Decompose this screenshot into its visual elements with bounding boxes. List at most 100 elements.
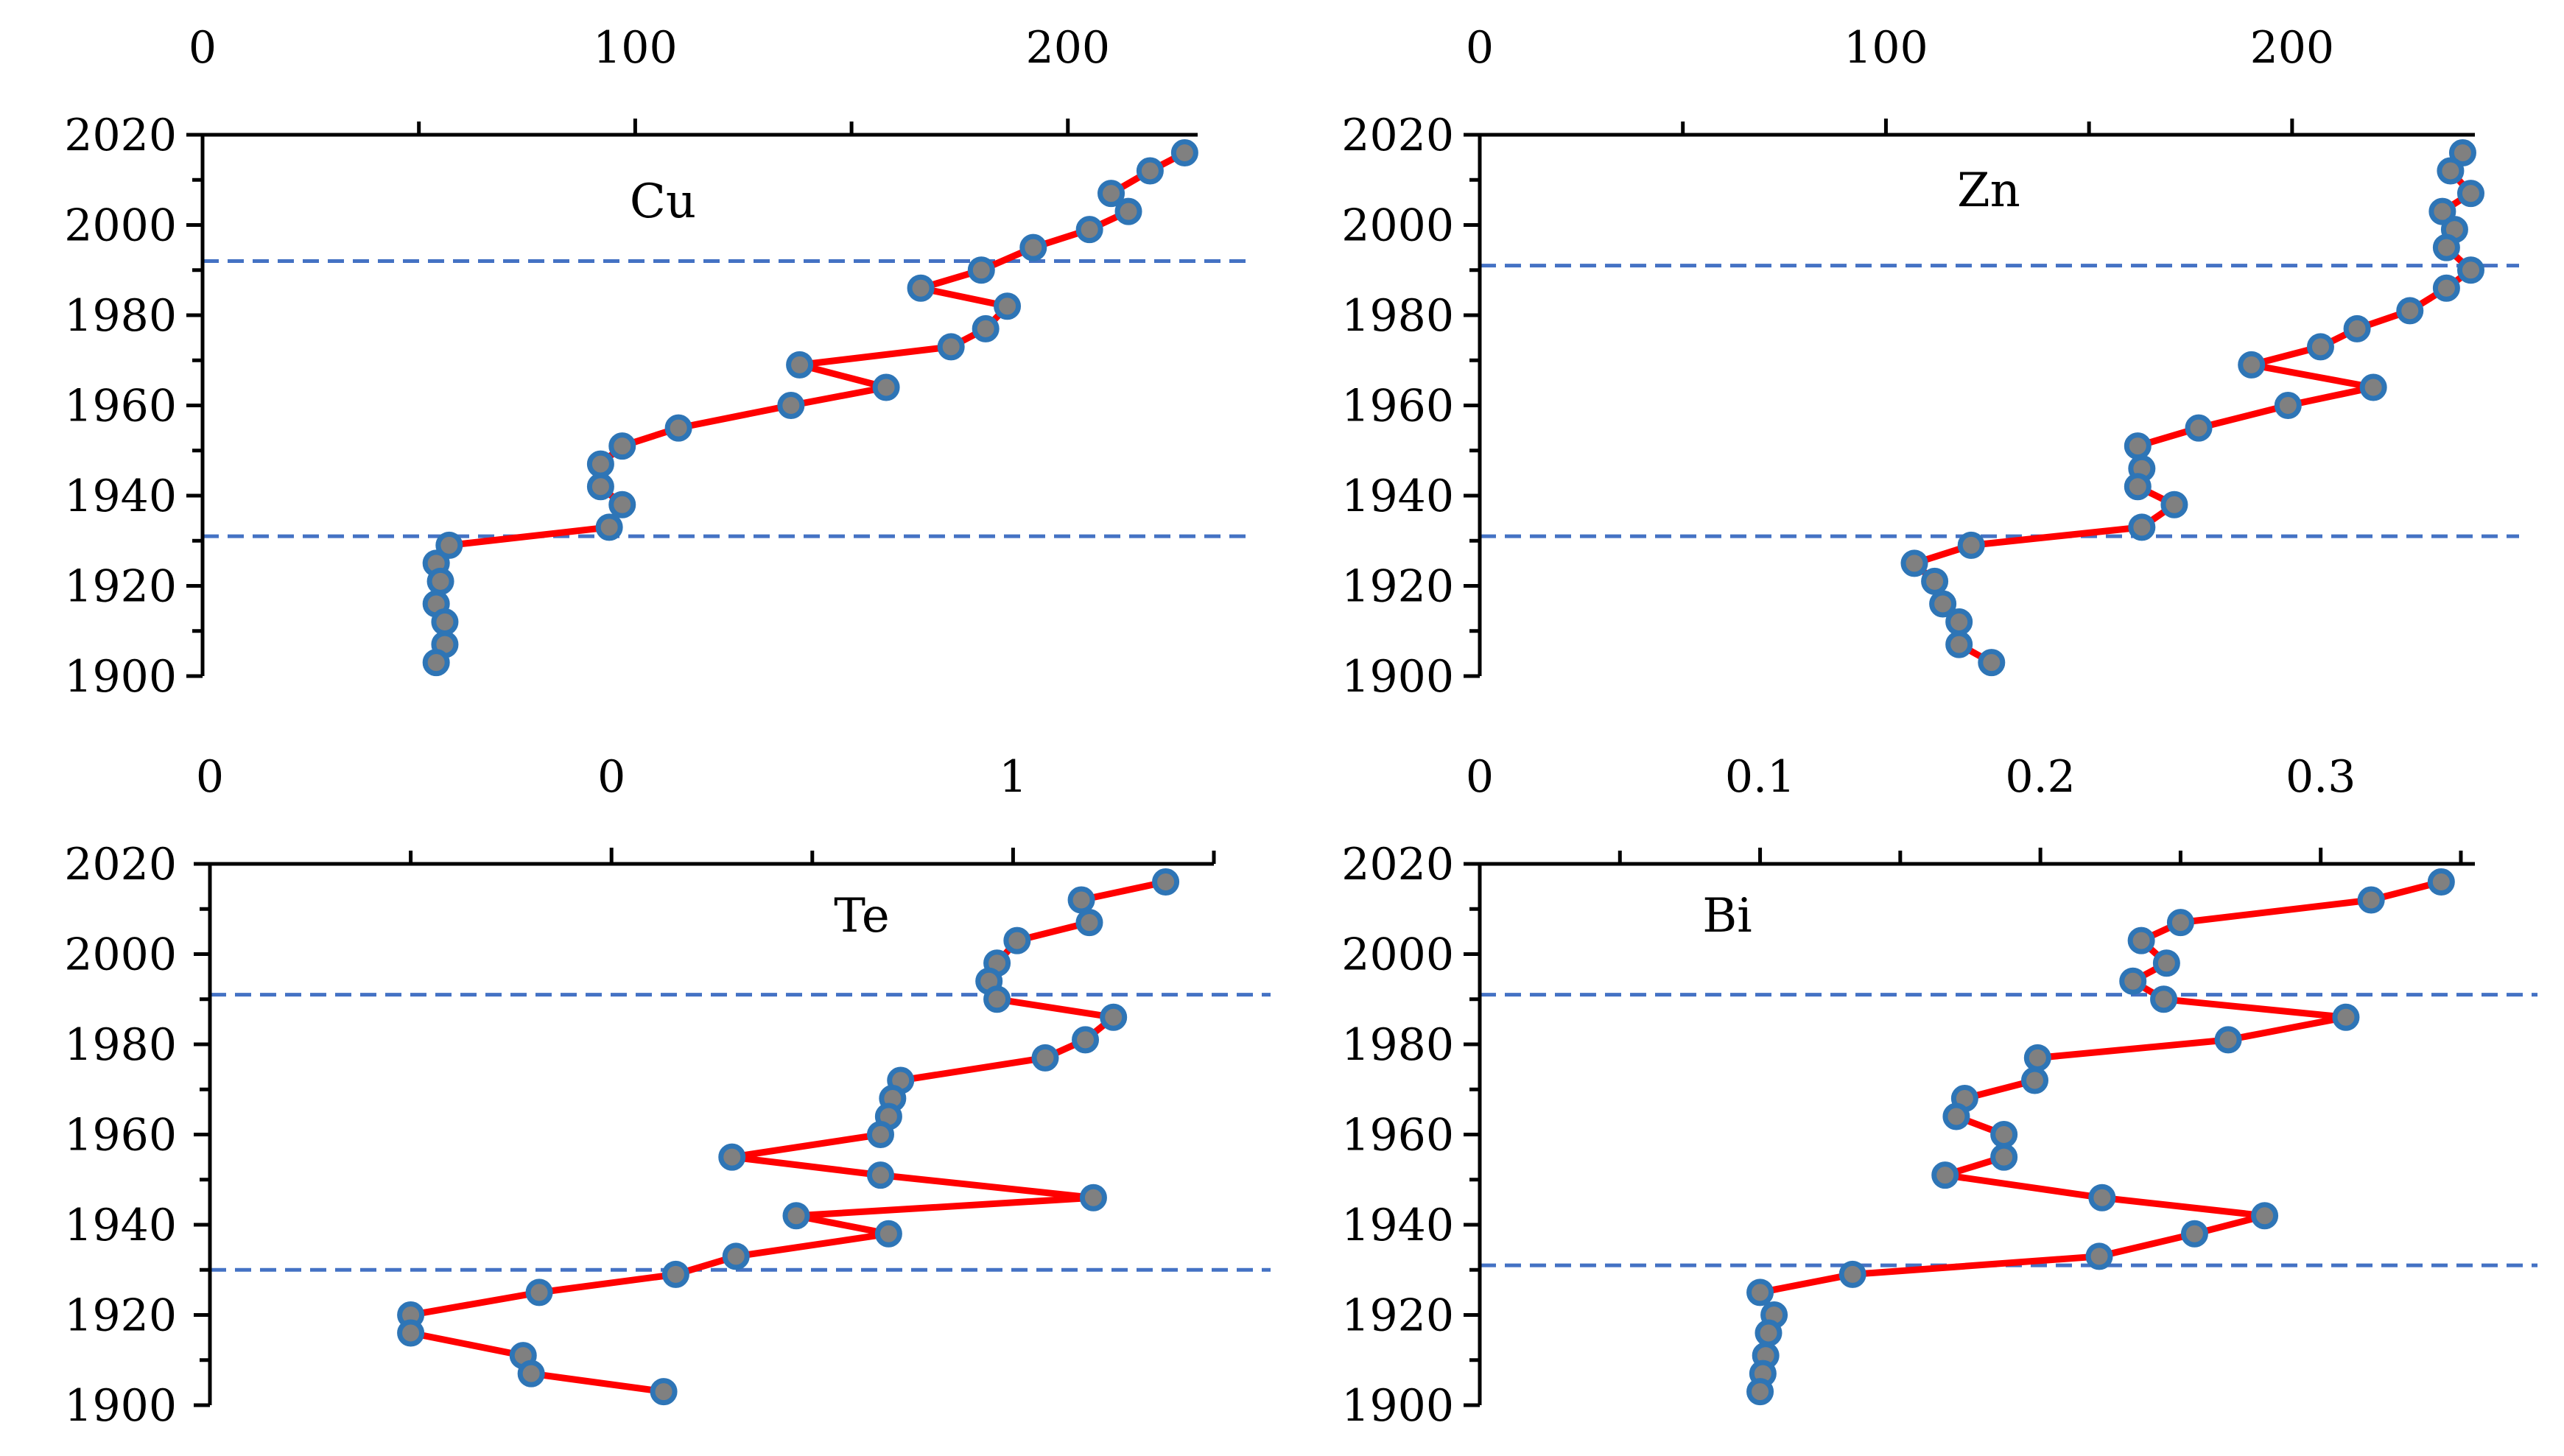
cu-y-tick-label: 1920 [64,561,177,613]
bi-data-point [2085,1242,2113,1270]
te-panel-label: Te [834,889,890,943]
cu-data-point [422,649,450,677]
bi-y-tick-label: 1940 [1341,1200,1454,1251]
bi-data-point [1838,1260,1866,1288]
zn-data-point [1921,567,1949,595]
bi-data-point [2119,967,2147,995]
panel-zn: 0 100 200 1900 1920 1940 1960 1980 2000 2020 Zn [1341,22,2519,703]
bi-data-point [2088,1184,2116,1211]
zn-data-point [1900,549,1928,577]
cu-y-tick-label: 1940 [64,471,177,522]
bi-data-point [1990,1143,2018,1171]
zn-data-point [2432,274,2460,302]
te-data-point [650,1378,678,1406]
zn-data-point [2160,490,2188,518]
te-data-point [661,1260,689,1288]
zn-y-tick-label: 1980 [1341,290,1454,342]
zn-y-tick-label: 1900 [1341,651,1454,703]
te-data-point [1075,909,1103,937]
te-series-line [407,879,1167,1396]
zn-data-point [2124,432,2152,460]
cu-data-point [907,274,935,302]
bi-data-point [2332,1003,2360,1031]
zn-panel-label: Zn [1957,163,2020,218]
te-data-point [1031,1044,1059,1072]
te-data-point [722,1242,750,1270]
bi-data-point [1746,1378,1774,1406]
panel-cu: 0 100 200 1900 1920 1940 1960 1980 2000 2020 Cu [64,22,1252,703]
zn-series-line [1911,150,2474,666]
bi-series-line [1757,879,2442,1393]
bi-data-point [2152,949,2180,977]
zn-data-point [2456,180,2484,208]
cu-x-tick-label: 200 [1026,22,1111,74]
bi-x-tick-label: 0.3 [2286,751,2356,803]
bi-x-tick-label: 0.1 [1725,751,1795,803]
bi-data-point [2150,985,2178,1013]
cu-data-point [777,392,805,419]
cu-data-point [595,513,623,541]
bi-y-tick-label: 1900 [1341,1380,1454,1432]
bi-y-tick-label: 1980 [1341,1019,1454,1071]
te-data-point [1072,1026,1100,1054]
zn-y-tick-label: 2000 [1341,200,1454,252]
cu-data-point [994,292,1022,320]
bi-data-point [2427,868,2455,896]
bi-data-point [2166,909,2194,937]
cu-series-line [432,150,1187,664]
zn-x-tick-label: 0 [1466,22,1494,74]
zn-data-point [2274,392,2302,419]
bi-data-point [2357,886,2385,914]
cu-y-tick-label: 1980 [64,290,177,342]
panel-bi: 0 0.1 0.2 0.3 1900 1920 1940 1960 1980 2000 2020 Bi [1341,751,2537,1432]
cu-x-tick-label: 100 [593,22,678,74]
zn-data-point [2185,414,2213,442]
te-y-tick-label: 2020 [64,839,177,890]
zn-y-tick-label: 1960 [1341,381,1454,432]
zn-data-point [2128,513,2156,541]
panel-te: 0 0 1 1900 1920 1940 1960 1980 2000 2020 Te [64,751,1271,1432]
te-x-tick-label: 1 [999,751,1027,803]
zn-data-point [2396,297,2424,325]
zn-data-point [1929,590,1957,618]
te-data-point [517,1360,545,1388]
te-data-point [397,1319,425,1347]
cu-data-point [586,473,614,501]
te-x-tick-label: 0 [597,751,625,803]
zn-data-point [2238,351,2266,379]
zn-data-point [2359,373,2387,401]
bi-data-point [1755,1319,1782,1347]
zn-data-point [1957,531,1985,559]
te-y-tick-label: 1920 [64,1290,177,1342]
cu-data-point [1019,233,1047,261]
cu-data-point [1114,197,1142,225]
bi-data-point [2021,1066,2049,1094]
zn-x-tick-label: 100 [1844,22,1928,74]
bi-panel-label: Bi [1702,889,1752,943]
cu-data-point [586,450,614,478]
cu-y-tick-label: 1960 [64,381,177,432]
bi-x-tick-label: 0.2 [2005,751,2075,803]
zn-data-point [2456,256,2484,284]
bi-data-point [1746,1279,1774,1306]
cu-data-point [972,314,1000,342]
zn-data-point [2124,473,2152,501]
te-data-point [866,1161,894,1189]
bi-data-point [1990,1121,2018,1148]
zn-y-tick-label: 1920 [1341,561,1454,613]
bi-data-point [2127,926,2155,954]
cu-data-point [872,373,900,401]
bi-y-tick-label: 1920 [1341,1290,1454,1342]
bi-data-point [1931,1161,1959,1189]
te-y-tick-label: 2000 [64,929,177,981]
bi-data-point [2023,1044,2051,1072]
te-data-point [1100,1003,1128,1031]
cu-data-point [967,256,995,284]
cu-data-point [1136,157,1164,185]
te-y-tick-label: 1900 [64,1380,177,1432]
te-data-point [874,1220,902,1248]
bi-y-tick-label: 2000 [1341,929,1454,981]
zn-y-tick-label: 1940 [1341,471,1454,522]
zn-data-point [2432,233,2460,261]
